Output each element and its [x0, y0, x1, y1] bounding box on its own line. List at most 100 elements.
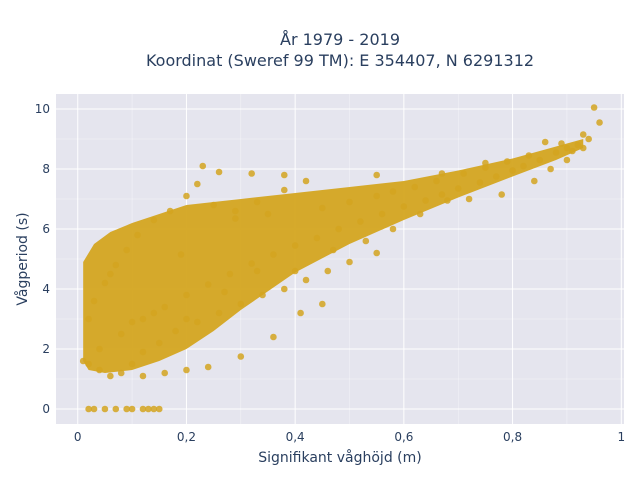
scatter-point: [128, 360, 136, 368]
scatter-point: [139, 372, 147, 380]
scatter-point: [101, 279, 109, 287]
scatter-point: [509, 167, 516, 174]
scatter-point: [204, 363, 212, 371]
scatter-point: [324, 267, 332, 275]
scatter-point: [596, 119, 603, 126]
scatter-point: [237, 353, 245, 360]
x-axis-title: Signifikant våghöjd (m): [258, 449, 421, 466]
scatter-point: [411, 183, 419, 191]
scatter-point: [563, 144, 571, 152]
scatter-point: [150, 405, 158, 413]
scatter-point: [194, 180, 201, 188]
y-tick-label: 4: [42, 282, 50, 296]
scatter-point: [291, 242, 299, 249]
scatter-point: [373, 171, 380, 179]
scatter-point: [585, 135, 592, 143]
scatter-point: [79, 357, 87, 365]
scatter-point: [503, 158, 511, 165]
scatter-point: [199, 162, 207, 170]
scatter-point: [444, 197, 451, 204]
scatter-point: [498, 191, 506, 198]
scatter-point: [492, 173, 500, 180]
scatter-point: [237, 300, 245, 308]
scatter-point: [123, 246, 130, 254]
scatter-point: [302, 276, 310, 284]
scatter-point: [215, 309, 223, 317]
scatter-point: [183, 366, 190, 374]
scatter-point: [221, 288, 228, 296]
scatter-point: [389, 225, 397, 233]
scatter-point: [280, 285, 288, 293]
scatter-point: [525, 152, 533, 159]
scatter-point: [155, 339, 163, 347]
scatter-point: [155, 405, 163, 413]
scatter-point: [319, 300, 326, 308]
y-tick-label: 10: [35, 102, 50, 116]
scatter-point: [319, 204, 326, 212]
scatter-point: [161, 369, 169, 377]
scatter-point: [248, 170, 255, 177]
scatter-point: [346, 258, 353, 266]
scatter-point: [112, 405, 120, 413]
scatter-point: [520, 162, 527, 170]
scatter-point: [117, 369, 125, 377]
scatter-point: [362, 237, 370, 245]
scatter-point: [112, 261, 120, 269]
scatter-point: [547, 165, 554, 173]
scatter-point: [210, 201, 217, 209]
scatter-point: [579, 144, 587, 152]
scatter-point: [150, 309, 158, 317]
scatter-point: [139, 405, 147, 413]
scatter-point: [373, 249, 380, 257]
x-tick-label: 0,2: [177, 430, 196, 444]
y-tick-label: 6: [42, 222, 50, 236]
scatter-point: [476, 179, 484, 186]
scatter-point: [482, 159, 489, 167]
scatter-point: [232, 215, 239, 222]
scatter-point: [389, 188, 397, 195]
chart-title-line1: År 1979 - 2019: [280, 30, 400, 49]
scatter-point: [579, 131, 587, 138]
scatter-point: [438, 170, 446, 177]
scatter-point: [139, 315, 147, 323]
x-tick-label: 1: [617, 430, 625, 444]
scatter-point: [416, 210, 424, 218]
scatter-point: [536, 156, 544, 164]
scatter-point: [232, 207, 239, 215]
scatter-point: [465, 195, 473, 203]
scatter-point: [541, 138, 549, 146]
scatter-point: [183, 291, 190, 299]
scatter-point: [96, 366, 103, 374]
scatter-point: [123, 405, 130, 413]
scatter-point: [101, 405, 109, 413]
scatter-point: [145, 405, 152, 413]
scatter-point: [172, 327, 179, 335]
scatter-point: [270, 333, 277, 341]
scatter-point: [563, 156, 571, 164]
scatter-point: [460, 170, 467, 177]
x-axis-ticks: 0 0,2 0,4 0,6 0,8 1: [74, 430, 625, 444]
scatter-point: [357, 218, 364, 225]
scatter-point: [248, 260, 255, 267]
scatter-point: [569, 147, 576, 155]
scatter-point: [90, 297, 98, 305]
scatter-point: [107, 270, 114, 278]
scatter-point: [215, 168, 223, 176]
scatter-point: [302, 177, 310, 185]
x-tick-label: 0,6: [394, 430, 413, 444]
x-tick-label: 0,4: [286, 430, 305, 444]
scatter-point: [422, 197, 429, 204]
scatter-point: [552, 149, 560, 156]
y-tick-label: 8: [42, 162, 50, 176]
scatter-point: [438, 191, 446, 198]
scatter-point: [85, 315, 92, 323]
scatter-point: [96, 345, 103, 353]
scatter-density-band: [83, 139, 584, 373]
scatter-point: [329, 246, 337, 254]
scatter-point: [139, 348, 147, 356]
y-tick-label: 0: [42, 402, 50, 416]
scatter-point: [161, 303, 169, 311]
scatter-point: [107, 372, 114, 380]
scatter-point: [313, 234, 321, 242]
